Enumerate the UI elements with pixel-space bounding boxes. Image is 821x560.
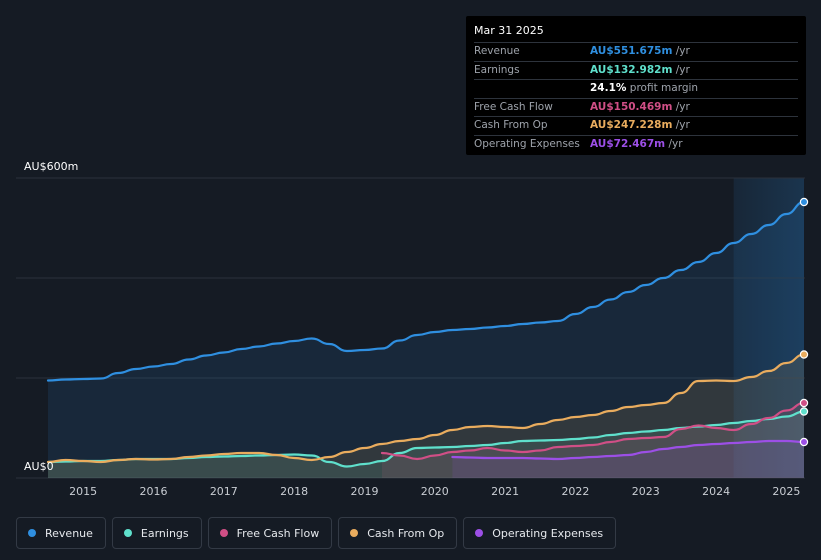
legend-label: Revenue <box>45 526 93 540</box>
area-free-cash-flow <box>382 403 804 478</box>
data-tooltip: Mar 31 2025 Revenue AU$551.675m /yr Earn… <box>466 16 806 155</box>
legend-item-earnings[interactable]: Earnings <box>111 517 202 549</box>
area-earnings <box>48 411 804 478</box>
area-operating-expenses <box>452 441 804 478</box>
chart-legend: Revenue Earnings Free Cash Flow Cash Fro… <box>16 517 617 549</box>
legend-item-operating-expenses[interactable]: Operating Expenses <box>463 517 617 549</box>
y-axis-top-label: AU$600m <box>24 160 79 173</box>
end-point-earnings <box>799 407 809 416</box>
tooltip-value: AU$551.675m <box>590 45 673 57</box>
legend-dot-icon <box>475 529 484 537</box>
x-tick-label: 2020 <box>421 485 449 498</box>
end-point-cash-from-op <box>799 350 809 359</box>
tooltip-row-free-cash-flow: Free Cash Flow AU$150.469m /yr <box>474 99 798 117</box>
tooltip-row-cash-from-op: Cash From Op AU$247.228m /yr <box>474 117 798 136</box>
x-tick-label: 2019 <box>350 485 378 498</box>
legend-item-cash-from-op[interactable]: Cash From Op <box>338 517 458 549</box>
tooltip-row-revenue: Revenue AU$551.675m /yr <box>474 43 798 62</box>
end-point-revenue <box>799 197 809 207</box>
tooltip-row-earnings: Earnings AU$132.982m /yr <box>474 62 798 80</box>
legend-dot-icon <box>219 529 228 537</box>
series-line-revenue <box>46 200 806 382</box>
tooltip-label: Revenue <box>474 45 520 57</box>
tooltip-value: AU$132.982m <box>590 63 673 76</box>
tooltip-unit: /yr <box>675 45 690 57</box>
end-point-operating-expenses <box>799 437 809 447</box>
area-cash-from-op <box>48 354 804 478</box>
series-line-operating-expenses <box>451 439 806 461</box>
legend-dot-icon <box>350 529 359 537</box>
series-line-free-cash-flow <box>380 401 806 461</box>
tooltip-label: Free Cash Flow <box>474 100 553 113</box>
legend-dot-icon <box>28 529 36 537</box>
legend-item-free-cash-flow[interactable]: Free Cash Flow <box>207 517 333 549</box>
tooltip-row-operating-expenses: Operating Expenses AU$72.467m /yr <box>474 136 798 154</box>
legend-dot-icon <box>123 529 132 537</box>
tooltip-date: Mar 31 2025 <box>474 16 798 43</box>
legend-item-revenue[interactable]: Revenue <box>16 517 106 549</box>
tooltip-unit: profit margin <box>629 82 699 94</box>
x-tick-label: 2017 <box>210 485 238 498</box>
x-tick-label: 2021 <box>491 485 519 498</box>
tooltip-value: 24.1% <box>590 82 627 94</box>
forecast-highlight-band <box>733 178 804 478</box>
tooltip-unit: /yr <box>675 119 690 131</box>
legend-label: Cash From Op <box>367 526 445 540</box>
tooltip-label: Cash From Op <box>474 119 548 131</box>
legend-label: Operating Expenses <box>492 526 604 540</box>
tooltip-value: AU$72.467m <box>590 137 666 150</box>
series-line-cash-from-op <box>46 353 806 464</box>
area-revenue <box>48 202 804 478</box>
x-tick-label: 2023 <box>632 485 660 498</box>
x-tick-label: 2015 <box>69 485 97 498</box>
tooltip-unit: /yr <box>675 100 690 113</box>
tooltip-label: Earnings <box>474 63 520 76</box>
tooltip-unit: /yr <box>668 137 683 150</box>
tooltip-value: AU$150.469m <box>590 100 673 113</box>
legend-label: Free Cash Flow <box>236 526 320 540</box>
x-tick-label: 2022 <box>561 485 589 498</box>
tooltip-value: AU$247.228m <box>590 119 673 131</box>
x-tick-label: 2016 <box>139 485 167 498</box>
x-tick-label: 2018 <box>280 485 308 498</box>
legend-label: Earnings <box>140 526 189 540</box>
x-tick-label: 2024 <box>702 485 730 498</box>
tooltip-unit: /yr <box>675 63 690 76</box>
tooltip-row-profit-margin: 24.1% profit margin <box>474 80 798 99</box>
x-tick-label: 2025 <box>772 485 800 498</box>
y-axis-bottom-label: AU$0 <box>24 460 54 473</box>
end-point-free-cash-flow <box>799 398 809 408</box>
tooltip-label: Operating Expenses <box>474 137 580 150</box>
